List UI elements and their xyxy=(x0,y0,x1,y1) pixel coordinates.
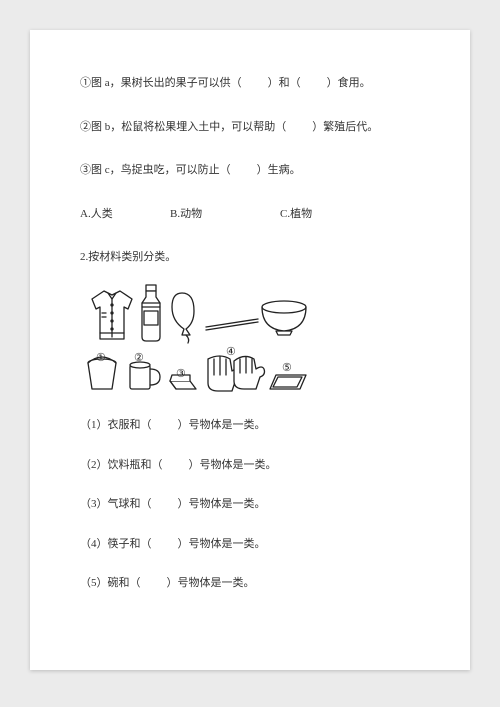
q2-sub3: （3）气球和（ ）号物体是一类。 xyxy=(80,496,420,514)
cup-icon xyxy=(130,362,160,389)
worksheet-page: ①图 a，果树长出的果子可以供（ ）和（ ）食用。 ②图 b，松鼠将松果埋入土中… xyxy=(30,30,470,670)
num-3: ③ xyxy=(176,368,186,380)
num-1: ① xyxy=(96,352,106,364)
q2-s5-post: ）号物体是一类。 xyxy=(167,577,255,589)
q2-s2-post: ）号物体是一类。 xyxy=(189,459,277,471)
q1-item3-post: ）生病。 xyxy=(257,164,301,176)
q1-item1: ①图 a，果树长出的果子可以供（ ）和（ ）食用。 xyxy=(80,75,420,93)
option-a: A.人类 xyxy=(80,206,170,224)
q2-s3-post: ）号物体是一类。 xyxy=(178,498,266,510)
chopsticks-icon xyxy=(206,319,258,330)
blank xyxy=(301,77,327,89)
bottle-icon xyxy=(142,285,160,341)
q2-s1-pre: （1）衣服和（ xyxy=(80,419,152,431)
q1-item1-post: ）食用。 xyxy=(327,77,371,89)
blank xyxy=(152,538,178,550)
q1-item2: ②图 b，松鼠将松果埋入土中，可以帮助（ ）繁殖后代。 xyxy=(80,119,420,137)
shirt-icon xyxy=(92,291,132,339)
q1-item2-post: ）繁殖后代。 xyxy=(312,121,378,133)
q1-options: A.人类 B.动物 C.植物 xyxy=(80,206,420,224)
blank xyxy=(163,459,189,471)
q2-sub2: （2）饮料瓶和（ ）号物体是一类。 xyxy=(80,457,420,475)
num-5: ⑤ xyxy=(282,362,292,374)
q2-sub1: （1）衣服和（ ）号物体是一类。 xyxy=(80,417,420,435)
q2-illustration: ① ② ③ ④ ⑤ xyxy=(82,281,420,399)
q2-s2-pre: （2）饮料瓶和（ xyxy=(80,459,163,471)
option-c: C.植物 xyxy=(280,206,312,224)
q2-s3-pre: （3）气球和（ xyxy=(80,498,152,510)
q2-s4-pre: （4）筷子和（ xyxy=(80,538,152,550)
q2-s4-post: ）号物体是一类。 xyxy=(178,538,266,550)
blank xyxy=(141,577,167,589)
gloves-icon xyxy=(208,356,265,391)
q1-item3: ③图 c，鸟捉虫吃，可以防止（ ）生病。 xyxy=(80,162,420,180)
q2-sub4: （4）筷子和（ ）号物体是一类。 xyxy=(80,536,420,554)
option-b: B.动物 xyxy=(170,206,280,224)
q2-title: 2.按材料类别分类。 xyxy=(80,249,420,267)
q1-item1-pre: ①图 a，果树长出的果子可以供（ xyxy=(80,77,242,89)
num-2: ② xyxy=(134,352,144,364)
blank xyxy=(286,121,312,133)
blank xyxy=(152,498,178,510)
q1-item2-pre: ②图 b，松鼠将松果埋入土中，可以帮助（ xyxy=(80,121,286,133)
q1-item1-mid: ）和（ xyxy=(268,77,301,89)
q2-s1-post: ）号物体是一类。 xyxy=(178,419,266,431)
q2-s5-pre: （5）碗和（ xyxy=(80,577,141,589)
balloon-icon xyxy=(172,293,194,343)
blank xyxy=(231,164,257,176)
q1-item3-pre: ③图 c，鸟捉虫吃，可以防止（ xyxy=(80,164,231,176)
items-svg: ① ② ③ ④ ⑤ xyxy=(82,281,312,399)
blank xyxy=(152,419,178,431)
bowl-icon xyxy=(262,301,306,335)
q2-sub5: （5）碗和（ ）号物体是一类。 xyxy=(80,575,420,593)
tray-icon xyxy=(270,375,306,389)
blank xyxy=(242,77,268,89)
num-4: ④ xyxy=(226,346,236,358)
